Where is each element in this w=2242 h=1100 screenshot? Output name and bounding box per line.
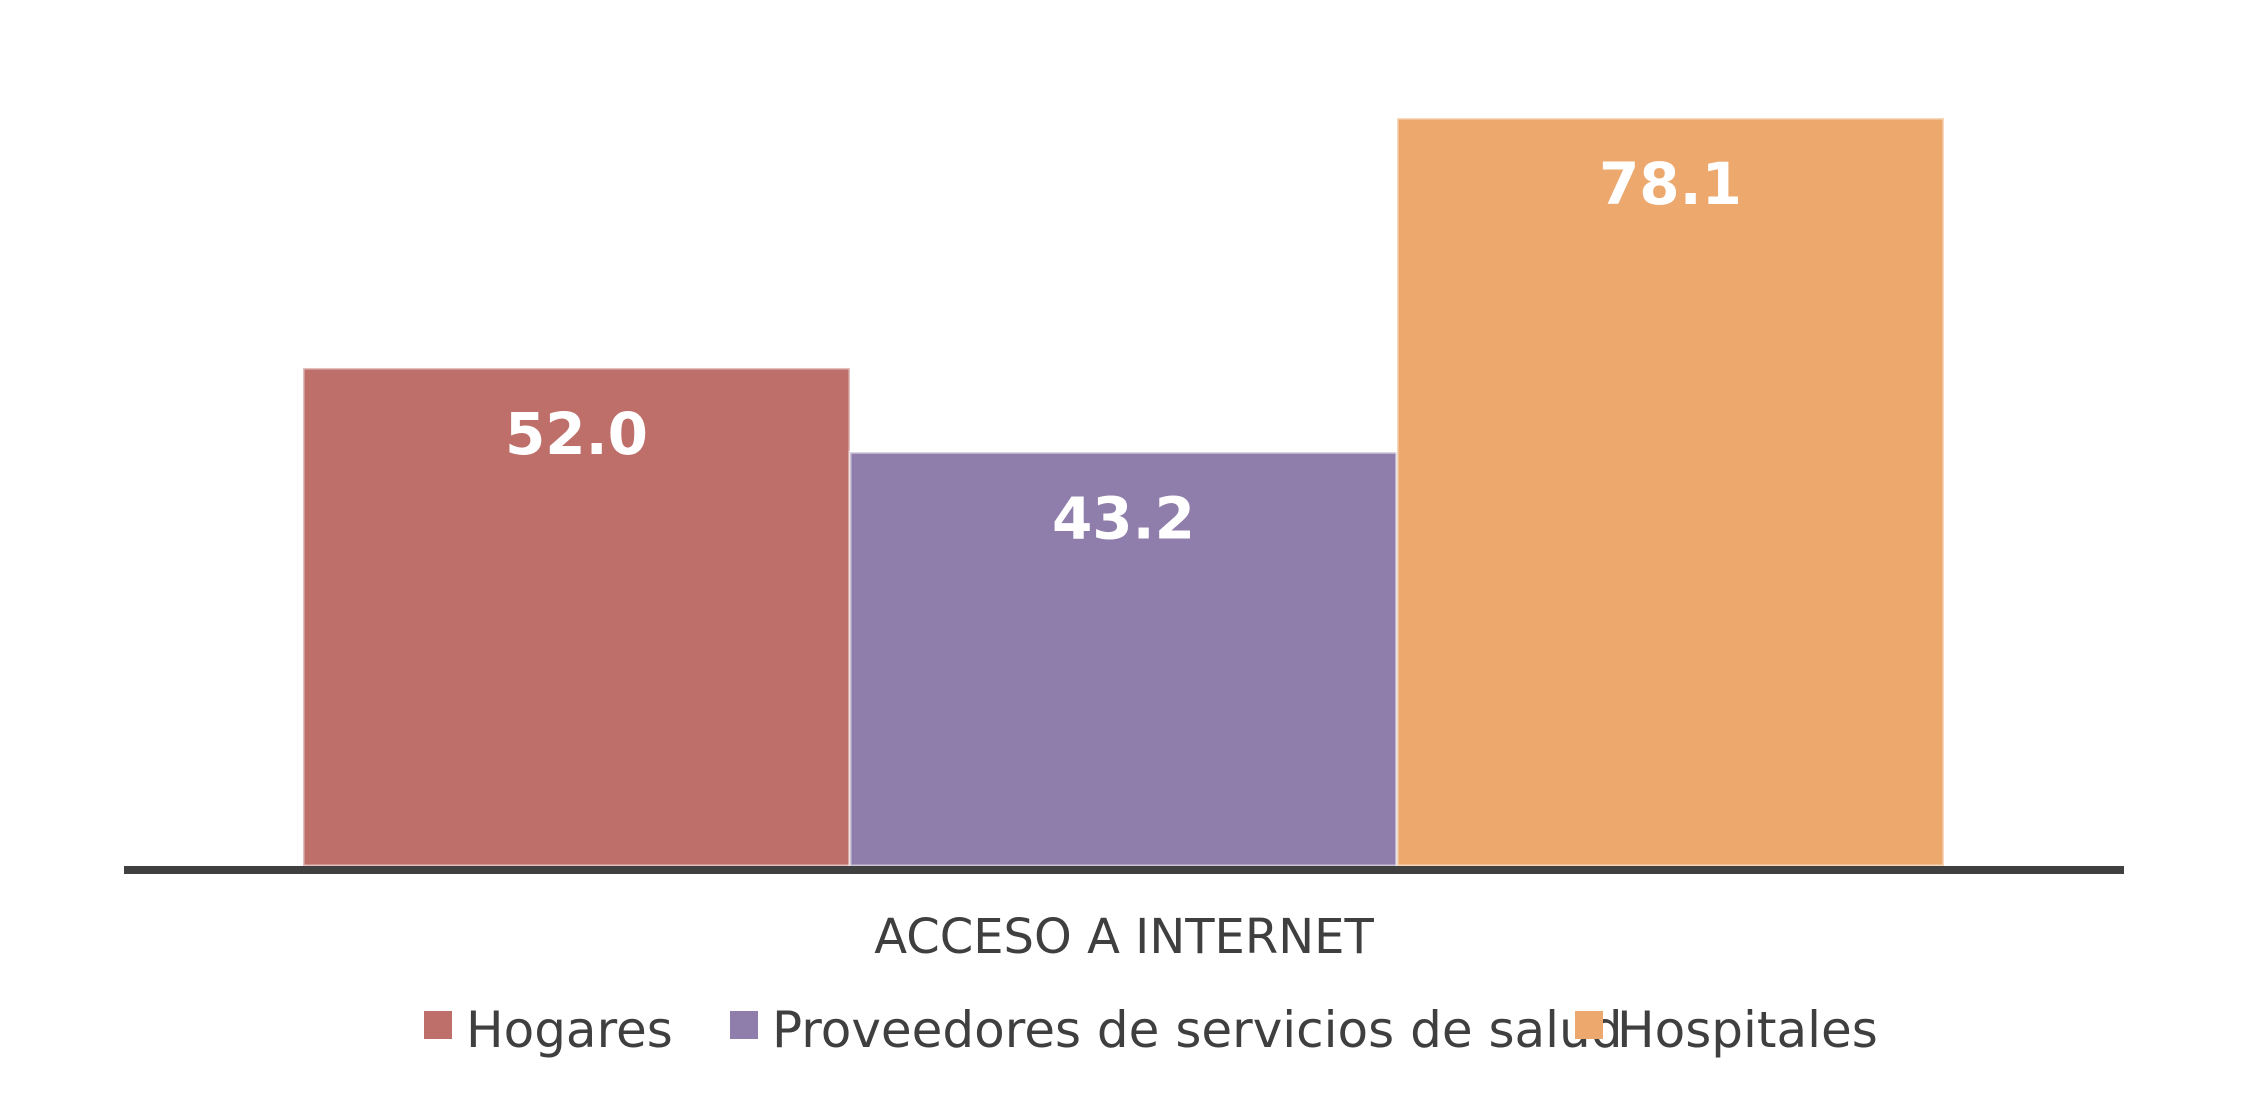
legend-item: Proveedores de servicios de salud bbox=[730, 1001, 1623, 1059]
bar-proveedores-de-servicios-de-salud bbox=[848, 450, 1399, 868]
bar-hospitales bbox=[1395, 116, 1946, 868]
bar-value-labels: 52.0 43.2 78.1 bbox=[505, 150, 1742, 552]
legend-label: Proveedores de servicios de salud bbox=[772, 1001, 1623, 1059]
legend-item: Hogares bbox=[424, 1001, 673, 1059]
bars-layer bbox=[301, 116, 1946, 868]
bar-value-label: 52.0 bbox=[505, 400, 648, 468]
legend-label: Hospitales bbox=[1617, 1001, 1878, 1059]
bar-value-label: 78.1 bbox=[1599, 150, 1742, 218]
legend-item: Hospitales bbox=[1575, 1001, 1878, 1059]
legend-swatch bbox=[424, 1011, 452, 1039]
bar-value-label: 43.2 bbox=[1052, 484, 1195, 552]
legend-swatch bbox=[730, 1011, 758, 1039]
category-label: ACCESO A INTERNET bbox=[874, 909, 1374, 965]
legend-swatch bbox=[1575, 1011, 1603, 1039]
legend-label: Hogares bbox=[466, 1001, 673, 1059]
bar-hogares bbox=[301, 366, 852, 868]
legend: Hogares Proveedores de servicios de salud… bbox=[424, 1001, 1878, 1059]
